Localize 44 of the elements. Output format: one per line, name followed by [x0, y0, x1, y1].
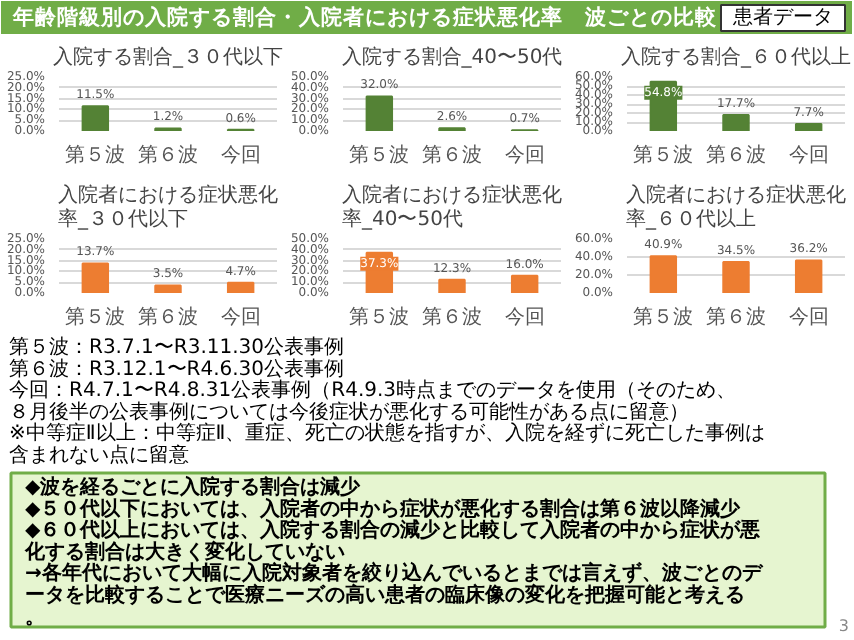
x-tick-label: 今回: [504, 143, 545, 167]
x-tick-label: 第６波: [138, 305, 198, 329]
bar: [154, 284, 182, 293]
bar: [226, 281, 255, 293]
text: 年齢階級別の入院する割合・入院者における症状悪化率 波ごとの比較: [11, 4, 719, 30]
x-tick-label: 第６波: [422, 143, 482, 167]
bar: [722, 114, 750, 131]
x-tick-label: 今回: [504, 305, 545, 329]
x-tick-label: 今回: [220, 305, 261, 329]
x-tick-label: 第５波: [349, 143, 410, 167]
chart-title: 入院する割合_40〜50代: [341, 45, 563, 69]
chart-title: 入院者における症状悪化率_40〜50代: [342, 182, 562, 231]
x-tick-label: 第５波: [633, 305, 694, 329]
text: 患者データ: [731, 5, 833, 29]
text: →各年代において大幅に入院対象者を絞り込んでいるとまでは言えず、波ごとのデータを比較することで医療ニーズの高い患者の臨床像の変化を把握可能と考える。: [25, 561, 764, 629]
chart-title: 入院する割合_６０代以上: [621, 45, 851, 69]
x-tick-label: 第５波: [349, 305, 410, 329]
text: ◆波を経るごとに入院する割合は減少: [25, 475, 363, 499]
bar: [794, 123, 823, 131]
chart-title: 入院者における症状悪化率_３０代以下: [58, 182, 278, 231]
x-tick-label: 今回: [220, 143, 261, 167]
x-tick-label: 今回: [788, 305, 829, 329]
x-tick-label: 第６波: [422, 305, 482, 329]
x-tick-label: 第５波: [65, 143, 126, 167]
x-tick-label: 今回: [788, 143, 829, 167]
x-tick-label: 第６波: [706, 305, 766, 329]
text: 第６波：R3.12.1〜R4.6.30公表事例: [9, 356, 345, 381]
bar: [438, 278, 466, 293]
x-tick-label: 第５波: [633, 143, 694, 167]
text: 3: [838, 617, 850, 635]
bar: [510, 274, 539, 293]
x-tick-label: 第６波: [706, 143, 766, 167]
bar: [81, 262, 110, 293]
text: ◆５０代以下においては、入院者の中から症状が悪化する割合は第６波以降減少: [25, 496, 743, 521]
text: ◆６０代以上においては、入院する割合の減少と比較して入院者の中から症状が悪化する割合は大きく変化していない: [23, 518, 763, 564]
text: ※中等症Ⅱ以上：中等症Ⅱ、重症、死亡の状態を指すが、入院を経ずに死亡した事例は含まれない点に留意: [9, 421, 766, 467]
x-tick-label: 第５波: [65, 305, 126, 329]
chart-title: 入院する割合_３０代以下: [53, 45, 283, 69]
bar: [365, 95, 394, 131]
x-tick-label: 第６波: [138, 143, 198, 167]
text: 第５波：R3.7.1〜R3.11.30公表事例: [9, 335, 345, 359]
text: 今回：R4.7.1〜R4.8.31公表事例（R4.9.3時点までのデータを使用（そのため、８月後半の公表事例については今後症状が悪化する可能性がある点に留意）: [9, 378, 737, 424]
chart-title: 入院者における症状悪化率_６０代以上: [626, 182, 846, 231]
bar: [81, 105, 110, 131]
